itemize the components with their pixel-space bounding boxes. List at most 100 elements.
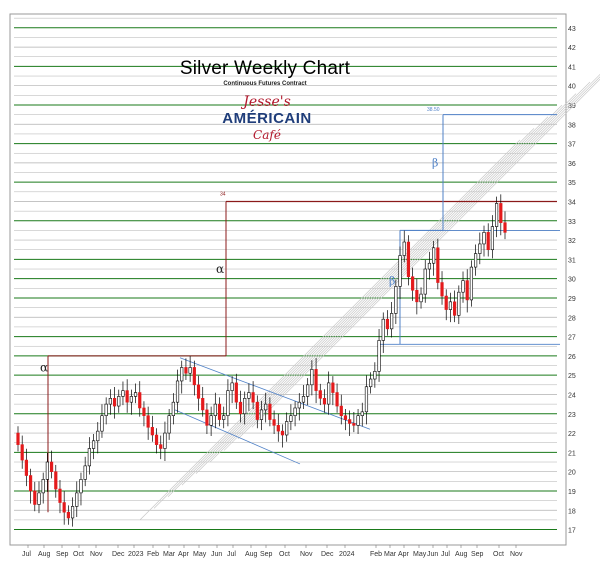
- y-tick-label: 28: [568, 315, 576, 322]
- candle-body: [499, 203, 503, 224]
- chart-subtitle: Continuous Futures Contract: [223, 81, 307, 87]
- plot-frame: [9, 13, 567, 546]
- candle-body: [87, 448, 91, 467]
- candle-body: [322, 398, 327, 405]
- beta-target-label: 38.50: [427, 107, 440, 113]
- candle-body: [196, 384, 201, 399]
- candle-body: [289, 415, 293, 422]
- candle-body: [133, 392, 138, 397]
- candle-body: [54, 471, 58, 490]
- y-tick-label: 20: [568, 470, 576, 477]
- y-tick-label: 29: [568, 296, 576, 303]
- y-tick-label: 18: [568, 508, 576, 515]
- candle-body: [482, 232, 486, 245]
- candle-body: [154, 434, 159, 445]
- y-tick-label: 17: [568, 528, 576, 535]
- candle-body: [272, 419, 276, 426]
- candle-body: [117, 396, 121, 407]
- candle-body: [432, 247, 436, 264]
- candle-body: [226, 390, 230, 416]
- candle-body: [457, 291, 461, 316]
- candle-body: [503, 222, 507, 233]
- candle-body: [423, 268, 427, 295]
- y-tick-label: 42: [568, 45, 576, 52]
- channel-line: [195, 93, 577, 474]
- candle-body: [394, 286, 398, 314]
- candle-body: [104, 403, 108, 416]
- candle-body: [331, 382, 335, 393]
- x-tick-label: Mar: [384, 551, 397, 558]
- logo-line-3: Café: [253, 128, 281, 142]
- candle-body: [465, 280, 469, 301]
- y-tick-label: 30: [568, 277, 576, 284]
- x-tick-label: Feb: [147, 551, 159, 558]
- x-tick-label: Sep: [260, 551, 273, 558]
- candle-body: [222, 415, 226, 420]
- candle-body: [352, 423, 356, 426]
- candle-body: [171, 401, 175, 416]
- candle-body: [91, 440, 96, 449]
- candle-body: [360, 411, 364, 416]
- candle-body: [213, 403, 217, 416]
- channel-line: [153, 128, 535, 509]
- x-tick-label: Feb: [370, 551, 382, 558]
- x-tick-label: Jul: [227, 551, 236, 558]
- candle-body: [444, 295, 448, 310]
- candle-body: [159, 444, 163, 449]
- chart-title: Silver Weekly Chart: [179, 58, 351, 79]
- beta-label-2: β: [432, 157, 438, 170]
- candle-body: [58, 488, 62, 503]
- x-tick-label: Mar: [163, 551, 176, 558]
- candle-body: [243, 398, 247, 415]
- x-tick-label: 2023: [128, 551, 144, 558]
- candle-body: [310, 369, 314, 386]
- y-tick-label: 37: [568, 142, 576, 149]
- candle-body: [474, 253, 478, 268]
- x-tick-label: Jul: [441, 551, 450, 558]
- candle-body: [285, 421, 289, 436]
- candle-body: [247, 392, 251, 399]
- candle-body: [398, 255, 402, 287]
- y-tick-label: 32: [568, 238, 576, 245]
- cafe-logo: Jesse's AMÉRICAIN Café: [222, 94, 312, 158]
- candle-body: [314, 369, 318, 391]
- candle-body: [112, 398, 117, 407]
- candle-body: [440, 282, 444, 297]
- channel-line: [139, 139, 521, 521]
- candle-body: [62, 502, 66, 513]
- x-tick-label: Nov: [510, 551, 523, 558]
- trend-line: [174, 409, 301, 465]
- x-tick-label: May: [413, 551, 427, 558]
- candle-body: [205, 409, 209, 426]
- channel-line: [237, 76, 600, 440]
- candle-body: [184, 367, 188, 374]
- candle-body: [217, 403, 222, 420]
- candle-body: [180, 367, 184, 382]
- x-tick-label: Apr: [398, 551, 410, 558]
- candle-body: [448, 301, 453, 310]
- candle-body: [125, 390, 129, 403]
- x-tick-label: Jun: [211, 551, 222, 558]
- x-tick-label: May: [193, 551, 207, 558]
- candle-body: [339, 405, 343, 416]
- candle-body: [41, 479, 45, 494]
- channel-line: [181, 104, 563, 486]
- y-tick-label: 36: [568, 161, 576, 168]
- trend-line: [179, 357, 371, 430]
- candle-body: [201, 398, 205, 411]
- y-tick-label: 34: [568, 199, 576, 206]
- candle-body: [297, 401, 301, 409]
- candle-body: [100, 415, 104, 432]
- candle-body: [150, 426, 154, 436]
- y-tick-label: 26: [568, 354, 576, 361]
- candle-body: [33, 490, 37, 505]
- y-tick-label: 21: [568, 450, 576, 457]
- candle-body: [453, 301, 457, 316]
- candle-body: [335, 392, 339, 407]
- candle-body: [255, 401, 259, 420]
- y-tick-label: 38: [568, 122, 576, 129]
- x-tick-label: Nov: [90, 551, 103, 558]
- candle-body: [427, 262, 432, 270]
- x-tick-label: Sep: [471, 551, 484, 558]
